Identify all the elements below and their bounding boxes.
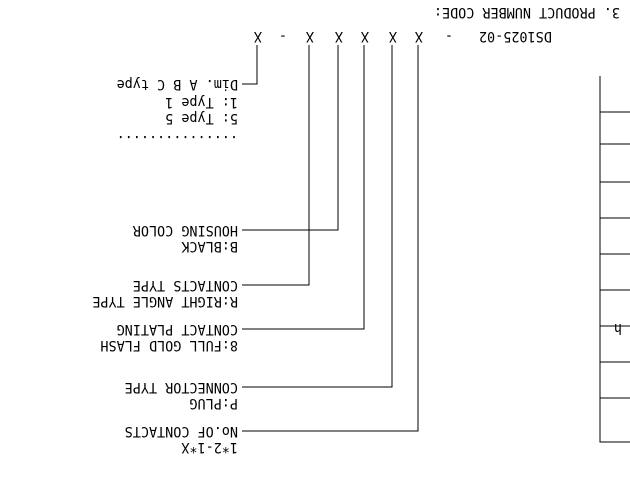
leader-connector-type [242,45,393,388]
table-fragment-text: h [613,320,622,336]
code-x-4: X [334,28,343,44]
value-connector-type: P:PLUG [189,395,238,411]
value-no-of-contacts: 1*2-1*X [181,439,238,455]
leader-contact-plating [242,45,365,330]
dim-option-ellipsis: ............... [116,132,238,148]
value-contact-plating: 8:FULL GOLD FLASH [100,337,238,353]
value-contacts-type: R:RIGHT ANGLE TYPE [92,293,238,309]
label-contact-plating: CONTACT PLATING [116,321,238,337]
section-heading: 3. PRODUCT NUMBER CODE: [433,4,620,20]
value-housing-color: B:BLACK [181,238,238,254]
code-sep-1: - [278,28,287,44]
dim-option-5: 5: Type 5 [165,110,238,126]
code-x-2: X [388,28,397,44]
leader-housing-color [242,45,339,231]
label-contacts-type: CONTACTS TYPE [132,277,238,293]
leader-no-of-contacts [242,45,419,432]
dim-option-1: 1: Type 1 [165,94,238,110]
code-sep-2: - [444,28,453,44]
table-fragment [599,76,630,443]
label-connector-type: CONNECTOR TYPE [124,379,238,395]
leader-contacts-type [242,45,310,286]
label-dim-type: Dim. A B C type [116,76,238,92]
label-housing-color: HOUSING COLOR [132,222,238,238]
leader-dim-type [242,45,258,85]
code-x-1: X [414,28,423,44]
label-no-of-contacts: No.OF CONTACTS [124,423,238,439]
code-x-3: X [360,28,369,44]
code-base: DS1025-02 [479,28,552,44]
code-x-6: X [253,28,262,44]
code-x-5: X [305,28,314,44]
